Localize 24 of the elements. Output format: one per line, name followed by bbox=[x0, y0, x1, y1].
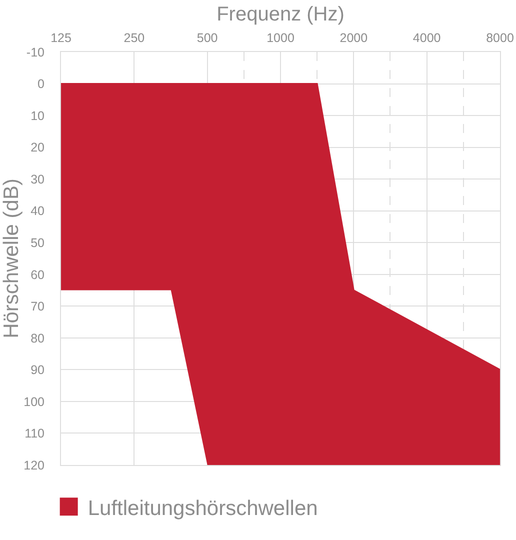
y-axis-title: Hörschwelle (dB) bbox=[0, 178, 23, 338]
y-tick-label: 20 bbox=[30, 140, 45, 155]
y-tick-label: 60 bbox=[30, 268, 45, 282]
y-tick-label: 40 bbox=[30, 204, 45, 218]
x-tick-label: 8000 bbox=[486, 31, 514, 45]
y-tick-label: 30 bbox=[30, 172, 45, 186]
x-tick-label: 1000 bbox=[266, 31, 294, 45]
y-tick-label: 80 bbox=[30, 331, 45, 346]
x-tick-label: 125 bbox=[50, 31, 72, 45]
x-tick-label: 500 bbox=[196, 31, 218, 45]
y-tick-label: 120 bbox=[24, 458, 45, 472]
y-tick-label: 10 bbox=[30, 108, 45, 123]
y-tick-label: 70 bbox=[30, 300, 45, 314]
x-tick-label: 250 bbox=[124, 31, 145, 45]
y-tick-label: 50 bbox=[30, 236, 45, 250]
y-tick-label: 0 bbox=[38, 77, 45, 92]
y-tick-label: 100 bbox=[24, 394, 45, 409]
legend-label: Luftleitungshörschwellen bbox=[88, 496, 318, 520]
y-tick-label: 110 bbox=[24, 426, 45, 441]
x-tick-label: 2000 bbox=[340, 31, 368, 45]
x-tick-label: 4000 bbox=[412, 31, 441, 45]
x-axis-title: Frequenz (Hz) bbox=[216, 4, 344, 26]
y-tick-label: 90 bbox=[30, 363, 45, 378]
y-tick-label: -10 bbox=[26, 45, 45, 60]
